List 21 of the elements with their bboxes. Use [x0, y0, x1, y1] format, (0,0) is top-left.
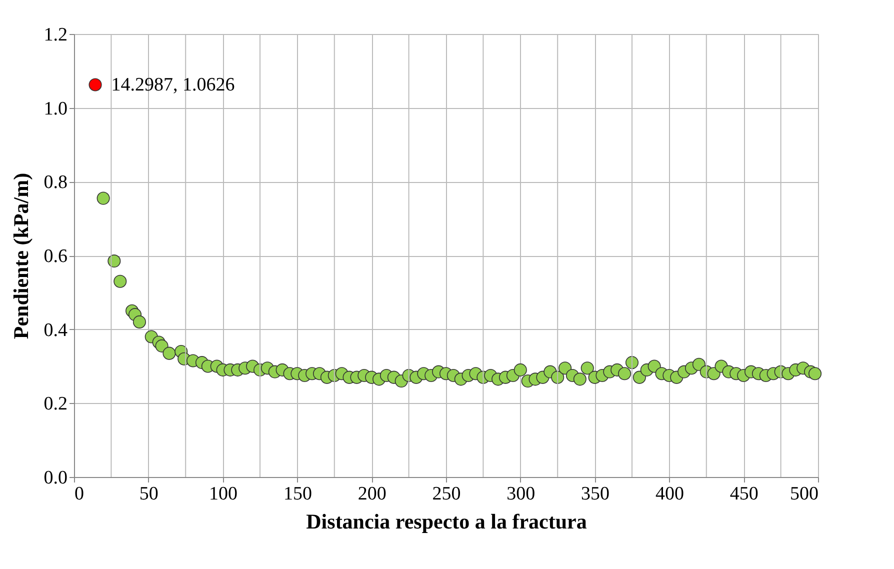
x-tick-label: 350	[581, 484, 610, 504]
x-tick-label: 500	[790, 484, 818, 504]
x-tick-label: 200	[358, 484, 386, 504]
y-axis-title: Pendiente (kPa/m)	[8, 172, 33, 340]
y-tick-label: 0.4	[44, 320, 68, 341]
x-tick-label: 450	[730, 484, 758, 504]
x-tick-label: 250	[432, 484, 461, 504]
y-tick-label: 0.6	[44, 246, 68, 267]
y-tick-label: 1.2	[44, 24, 68, 46]
x-tick-label: 50	[139, 484, 158, 504]
x-tick-label: 150	[283, 484, 312, 504]
x-tick-label: 100	[209, 484, 238, 504]
y-tick-label: 1.0	[44, 98, 68, 120]
x-tick-label: 300	[506, 484, 536, 504]
y-tick-label: 0.2	[44, 394, 68, 415]
y-tick-label: 0.0	[44, 468, 68, 488]
x-tick-label: 400	[655, 484, 684, 504]
annotation: 14.2987, 1.0626	[111, 74, 235, 96]
y-tick-label: 0.8	[44, 172, 68, 194]
x-tick-label: 0	[74, 484, 84, 504]
x-axis-title: Distancia respecto a la fractura	[306, 510, 588, 534]
